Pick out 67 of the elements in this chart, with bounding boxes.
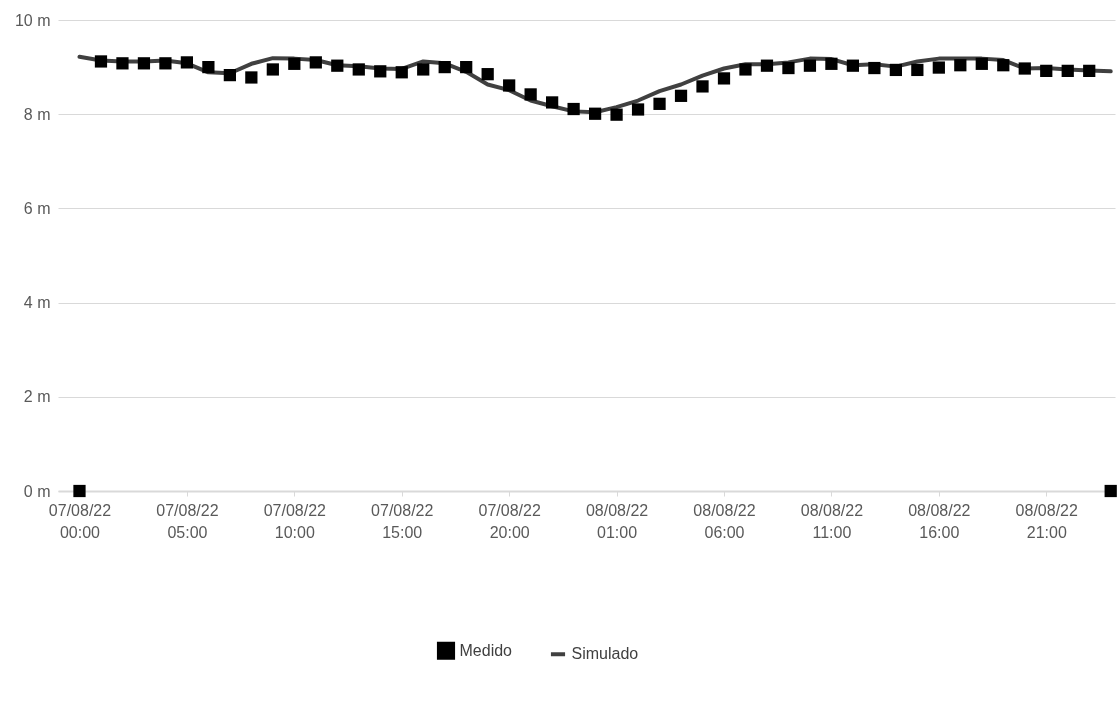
point <box>180 56 194 69</box>
x-tick-label: 07/08/22 20:00 <box>478 501 541 541</box>
x-tick-label: 07/08/22 10:00 <box>263 501 327 541</box>
y-tick-label: 4 m <box>23 294 51 312</box>
point <box>223 68 236 82</box>
point <box>1061 64 1074 77</box>
point <box>631 103 645 116</box>
point <box>524 88 537 101</box>
legend-label: Simulado <box>571 645 639 663</box>
point <box>1104 484 1117 498</box>
x-tick-label: 08/08/22 06:00 <box>693 501 756 541</box>
point <box>889 63 902 77</box>
point <box>588 107 602 120</box>
point <box>739 63 752 76</box>
point <box>309 56 322 69</box>
point <box>374 65 387 78</box>
legend-label: Medido <box>459 641 513 659</box>
point <box>803 59 817 72</box>
x-tick-label: 08/08/22 01:00 <box>585 501 649 541</box>
y-tick-label: 2 m <box>23 388 51 406</box>
point <box>331 59 344 72</box>
y-tick-label: 8 m <box>23 105 51 123</box>
point <box>94 55 108 68</box>
x-tick-label: 08/08/22 11:00 <box>800 501 864 541</box>
x-tick-label: 08/08/22 16:00 <box>908 501 971 541</box>
point <box>911 63 924 77</box>
point <box>825 57 838 70</box>
point <box>954 59 967 72</box>
point <box>1083 64 1096 77</box>
point <box>1018 62 1031 75</box>
point <box>460 60 473 74</box>
point <box>481 68 494 81</box>
point <box>782 61 795 75</box>
point <box>696 80 709 93</box>
x-tick-label: 07/08/22 00:00 <box>48 501 112 541</box>
point <box>997 59 1010 72</box>
y-tick-label: 6 m <box>23 199 51 217</box>
y-tick-label: 0 m <box>23 482 51 500</box>
point <box>846 59 860 72</box>
point <box>288 57 301 70</box>
point <box>266 63 279 76</box>
point <box>567 102 580 116</box>
point <box>438 60 451 74</box>
point <box>395 66 408 79</box>
point <box>417 63 430 76</box>
point <box>352 63 365 76</box>
point <box>137 57 151 70</box>
y-tick-label: 10 m <box>14 11 51 29</box>
point <box>245 71 258 84</box>
x-tick-label: 07/08/22 05:00 <box>156 501 219 541</box>
point <box>975 57 988 70</box>
point <box>868 61 881 75</box>
point <box>546 96 559 109</box>
point <box>159 57 172 70</box>
point <box>1040 64 1053 77</box>
x-tick-label: 07/08/22 15:00 <box>371 501 434 541</box>
point <box>503 79 516 92</box>
point <box>653 97 666 110</box>
x-tick-label: 08/08/22 21:00 <box>1015 501 1078 541</box>
point <box>116 57 129 70</box>
point <box>674 89 688 102</box>
point <box>610 108 623 121</box>
point <box>73 484 86 498</box>
point <box>717 72 731 85</box>
point <box>760 59 774 72</box>
point <box>932 61 945 74</box>
point <box>202 60 215 74</box>
